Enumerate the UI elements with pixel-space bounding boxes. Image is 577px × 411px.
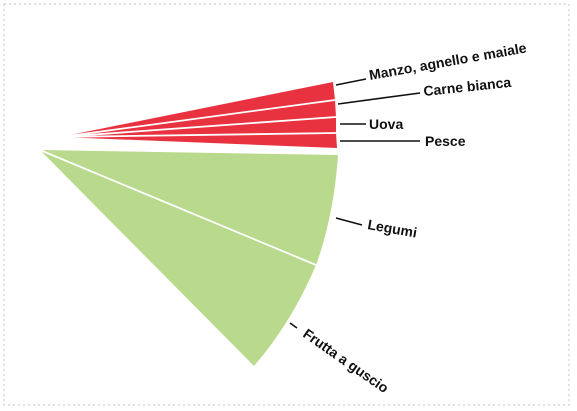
slice-label: Pesce	[425, 133, 466, 149]
animal-protein-fan	[60, 82, 337, 148]
leader-line	[335, 78, 367, 86]
slice-label: Uova	[369, 116, 403, 132]
slice-label: Frutta a guscio	[300, 325, 391, 396]
divider-line	[59, 99, 336, 138]
divider-line	[59, 132, 337, 138]
chart-border	[3, 3, 570, 406]
plant-protein-fan	[40, 150, 338, 366]
leader-line	[337, 92, 421, 105]
divider-line	[39, 149, 317, 266]
slice-label: Legumi	[366, 216, 418, 240]
leader-line	[335, 217, 363, 226]
slice-label: Carne bianca	[423, 74, 512, 99]
leader-line	[289, 322, 298, 329]
divider-line	[59, 116, 337, 138]
